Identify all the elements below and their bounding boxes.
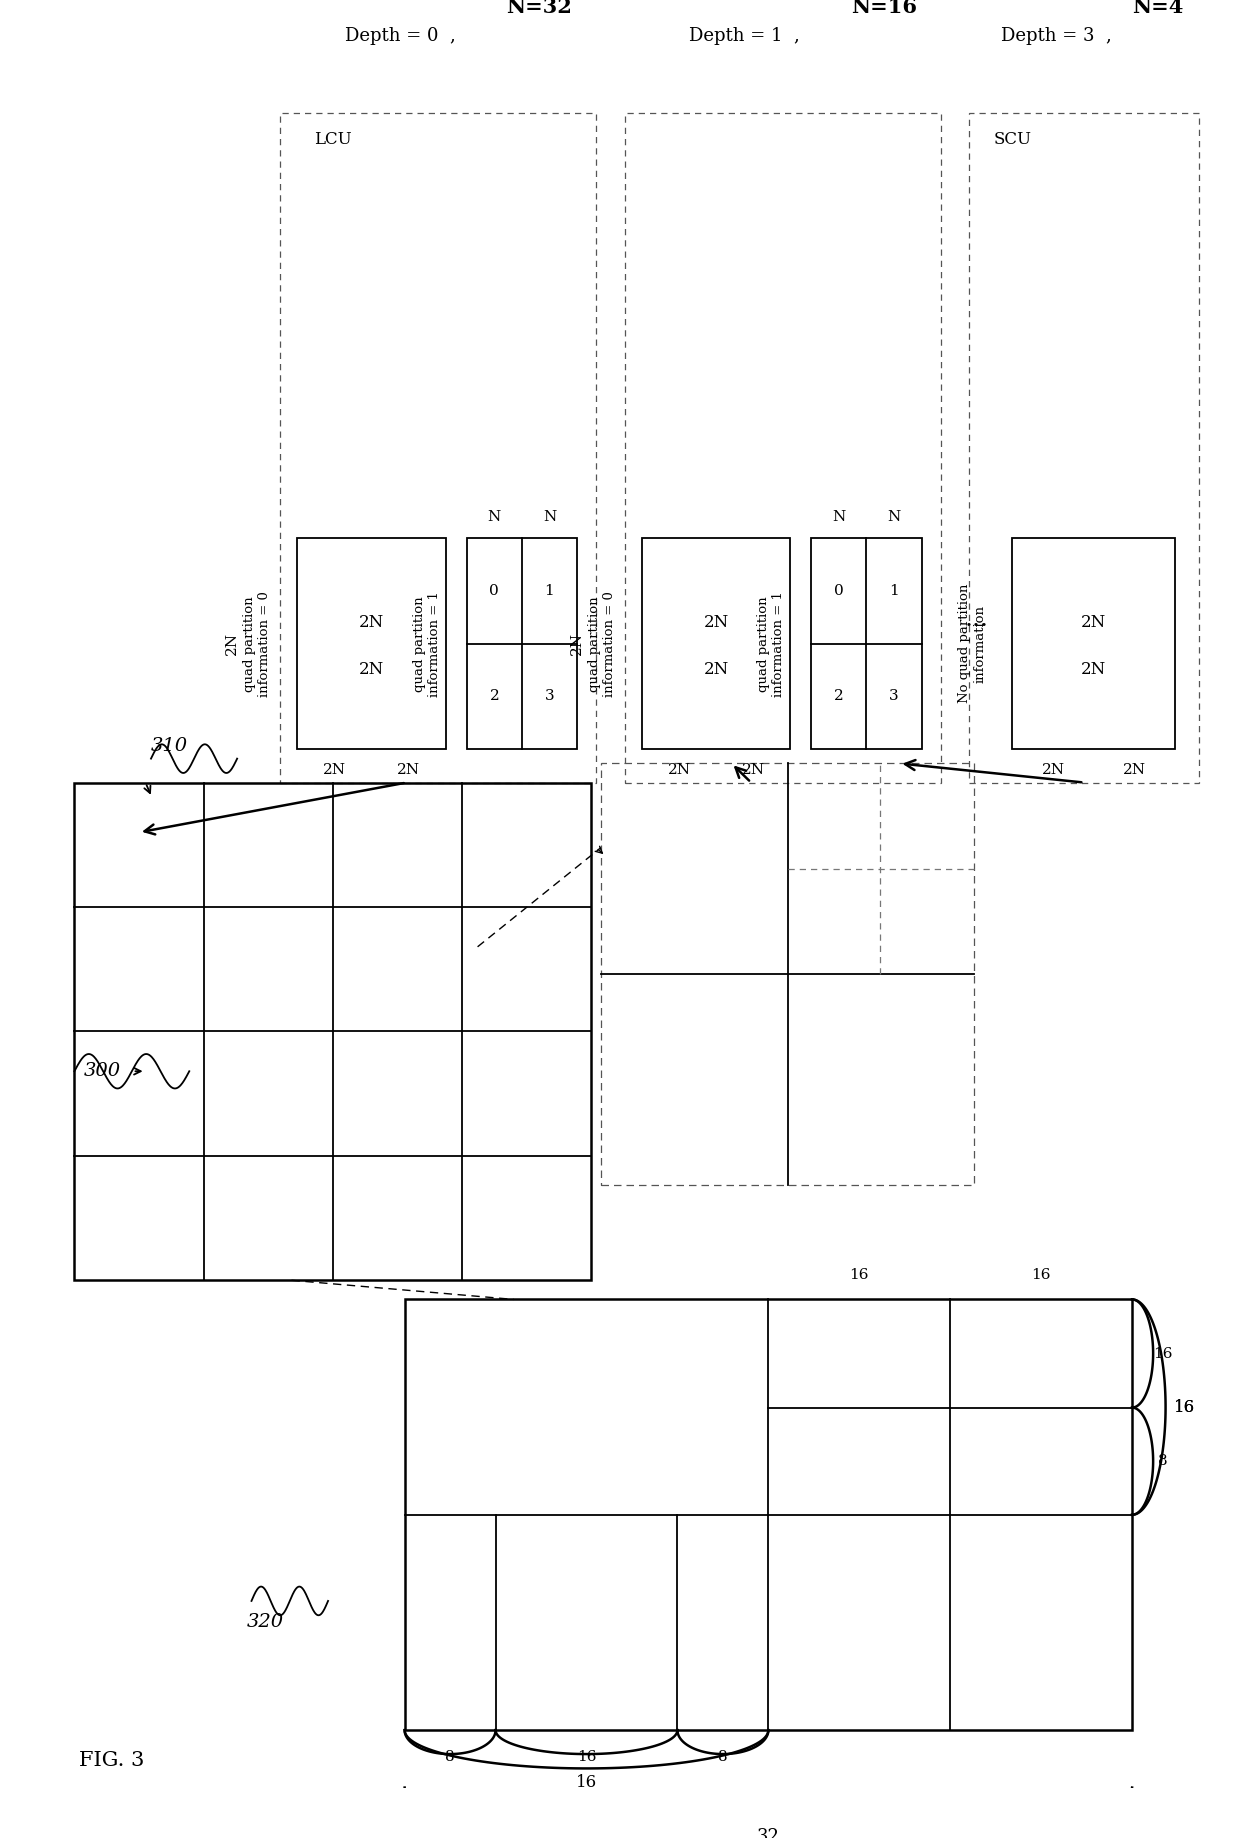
- Bar: [811, 539, 921, 750]
- Text: 310: 310: [151, 737, 188, 755]
- Text: 2N: 2N: [1123, 763, 1146, 777]
- Bar: [625, 112, 941, 783]
- Text: 2N: 2N: [324, 763, 346, 777]
- Text: 16: 16: [577, 1750, 596, 1764]
- Text: 2N: 2N: [703, 660, 729, 678]
- Text: 2N: 2N: [742, 763, 765, 777]
- Text: 2N: 2N: [1042, 763, 1065, 777]
- Text: 16: 16: [849, 1268, 869, 1283]
- Bar: [642, 539, 790, 750]
- Text: 3: 3: [544, 689, 554, 704]
- Text: ...: ...: [965, 608, 988, 630]
- Text: 2N: 2N: [667, 763, 691, 777]
- Text: 2N: 2N: [360, 614, 384, 630]
- Text: 2N: 2N: [1081, 614, 1106, 630]
- Text: 32: 32: [756, 1829, 780, 1838]
- Text: Depth = 3  ,: Depth = 3 ,: [1001, 28, 1112, 44]
- Text: N: N: [487, 511, 501, 524]
- Bar: [404, 1299, 1132, 1730]
- Text: N: N: [832, 511, 846, 524]
- Text: quad partition
information = 1: quad partition information = 1: [413, 590, 440, 697]
- Text: SCU: SCU: [993, 130, 1032, 147]
- Bar: [970, 112, 1199, 783]
- Text: quad partition
information = 1: quad partition information = 1: [758, 590, 785, 697]
- Bar: [298, 539, 446, 750]
- Text: Depth = 0  ,: Depth = 0 ,: [345, 28, 455, 44]
- Text: No quad partition
information: No quad partition information: [959, 584, 986, 704]
- Text: 0: 0: [835, 584, 844, 597]
- Text: 16: 16: [575, 1774, 598, 1792]
- Text: 8: 8: [445, 1750, 454, 1764]
- Text: 1: 1: [889, 584, 899, 597]
- Text: 300: 300: [84, 1062, 122, 1081]
- Text: 3: 3: [889, 689, 899, 704]
- Text: N=4: N=4: [1132, 0, 1183, 17]
- Text: 2N: 2N: [226, 632, 239, 656]
- Text: quad partition
information = 0: quad partition information = 0: [588, 590, 616, 697]
- Bar: [74, 783, 591, 1281]
- Bar: [1012, 539, 1176, 750]
- Text: 16: 16: [1174, 1399, 1195, 1415]
- Bar: [280, 112, 596, 783]
- Text: 2: 2: [490, 689, 500, 704]
- Bar: [601, 763, 975, 1184]
- Text: 16: 16: [1174, 1399, 1195, 1415]
- Text: N=32: N=32: [506, 0, 572, 17]
- Text: 2N: 2N: [570, 632, 584, 656]
- Text: 8: 8: [1158, 1454, 1168, 1469]
- Text: Depth = 1  ,: Depth = 1 ,: [689, 28, 800, 44]
- Text: 16: 16: [1153, 1347, 1173, 1360]
- Text: 2N: 2N: [1081, 660, 1106, 678]
- Text: 2N: 2N: [360, 660, 384, 678]
- Text: 1: 1: [544, 584, 554, 597]
- Text: FIG. 3: FIG. 3: [79, 1752, 145, 1770]
- Text: 16: 16: [1032, 1268, 1050, 1283]
- Text: 320: 320: [247, 1614, 284, 1632]
- Text: 2N: 2N: [703, 614, 729, 630]
- Text: 2: 2: [835, 689, 844, 704]
- Text: LCU: LCU: [314, 130, 352, 147]
- Text: quad partition
information = 0: quad partition information = 0: [243, 590, 272, 697]
- Text: 8: 8: [718, 1750, 727, 1764]
- Text: N: N: [888, 511, 900, 524]
- Text: N=16: N=16: [851, 0, 916, 17]
- Text: 2N: 2N: [397, 763, 420, 777]
- Text: 0: 0: [490, 584, 500, 597]
- Text: N: N: [543, 511, 556, 524]
- Bar: [466, 539, 577, 750]
